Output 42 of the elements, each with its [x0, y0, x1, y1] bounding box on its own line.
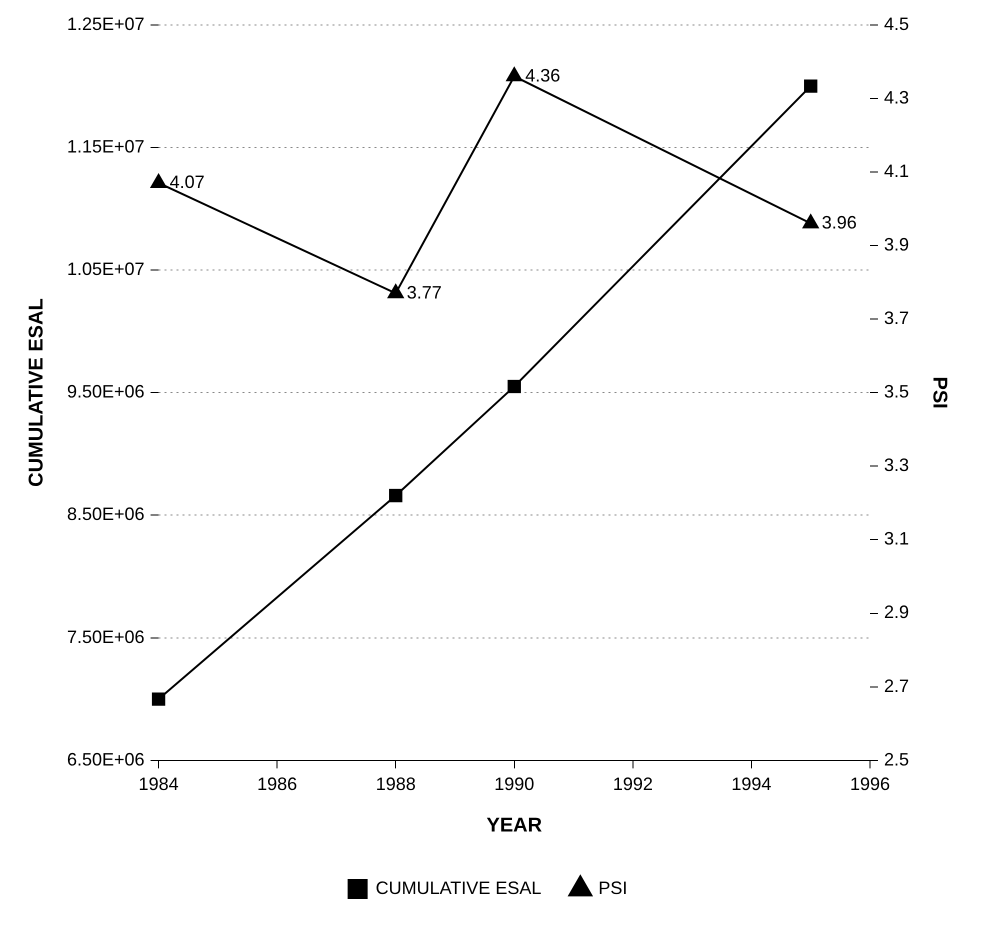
point — [150, 174, 166, 188]
data-label: 3.77 — [406, 282, 442, 302]
x-tick-label: 1992 — [612, 774, 653, 794]
y-axis-title: CUMULATIVE ESAL — [26, 298, 48, 487]
legend-label: PSI — [598, 878, 628, 898]
point — [389, 488, 402, 502]
data-label: 3.96 — [822, 212, 857, 232]
y-tick-label: 6.50E+06 — [66, 749, 145, 770]
x-tick-label: 1986 — [257, 774, 298, 794]
y2-tick-label: 3.3 — [884, 455, 910, 476]
y2-axis-title: PSI — [928, 376, 950, 409]
y2-tick-label: 4.5 — [884, 14, 910, 34]
point — [152, 692, 166, 706]
point — [388, 284, 404, 298]
point — [804, 79, 818, 93]
y2-tick-label: 2.7 — [884, 676, 910, 696]
y-tick-label: 7.50E+06 — [66, 626, 145, 647]
y-tick-label: 1.25E+07 — [66, 14, 145, 34]
x-tick-label: 1990 — [494, 774, 534, 794]
point — [506, 67, 522, 82]
y2-tick-label: 4.3 — [884, 87, 910, 108]
y-tick-label: 9.50E+06 — [66, 382, 145, 402]
y2-tick-label: 3.7 — [884, 308, 910, 328]
x-tick-label: 1996 — [850, 774, 890, 794]
y-tick-label: 1.15E+07 — [66, 136, 145, 156]
x-axis-title: YEAR — [486, 814, 543, 837]
x-tick-label: 1984 — [138, 774, 179, 794]
data-label: 4.07 — [170, 172, 205, 192]
y2-tick-label: 4.1 — [884, 160, 910, 181]
y2-tick-label: 2.5 — [884, 749, 910, 770]
legend-label: CUMULATIVE ESAL — [376, 878, 542, 898]
point — [508, 380, 521, 394]
x-tick-label: 1988 — [376, 774, 416, 794]
y2-tick-label: 3.5 — [884, 382, 910, 402]
y2-tick-label: 2.9 — [884, 602, 910, 622]
x-tick-label: 1994 — [731, 774, 772, 794]
y2-tick-label: 3.9 — [884, 234, 910, 254]
data-label: 4.36 — [525, 65, 560, 86]
y-tick-label: 1.05E+07 — [66, 258, 145, 279]
y2-tick-label: 3.1 — [884, 528, 910, 549]
point — [802, 214, 819, 228]
y-tick-label: 8.50E+06 — [66, 504, 145, 524]
